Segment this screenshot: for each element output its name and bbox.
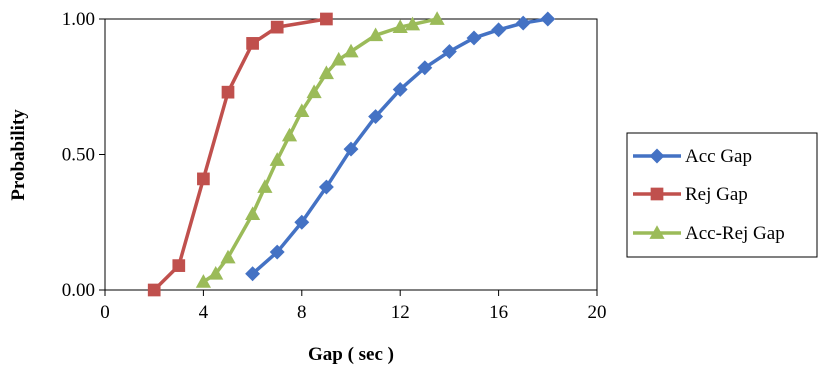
data-point (417, 60, 433, 76)
data-point (172, 259, 186, 272)
x-tick-label: 8 (297, 302, 307, 323)
data-point (392, 19, 408, 34)
x-tick-label: 0 (100, 302, 110, 323)
series-acc-rej-gap (195, 11, 445, 288)
data-point (320, 12, 333, 26)
data-point (318, 179, 334, 195)
data-point (197, 172, 210, 186)
data-point (429, 11, 445, 25)
y-tick-label: 0.00 (62, 280, 95, 301)
legend-label: Acc Gap (685, 146, 752, 167)
data-point (540, 11, 556, 27)
data-point (195, 274, 211, 288)
data-point (269, 244, 285, 260)
data-point (441, 44, 457, 59)
data-point (515, 15, 531, 31)
x-tick-label: 16 (489, 302, 508, 323)
data-point (220, 249, 236, 264)
data-point (294, 214, 310, 230)
data-point (466, 30, 482, 46)
legend-item: Acc-Rej Gap (633, 223, 785, 244)
data-point (246, 37, 259, 50)
legend-marker (649, 225, 665, 239)
axis-ticks: 0 4 8 12 16 20 0.00 0.50 1.00 (62, 9, 607, 323)
legend-label: Acc-Rej Gap (685, 223, 785, 244)
y-tick-label: 0.50 (62, 145, 95, 166)
x-tick-label: 12 (391, 302, 410, 323)
x-tick-label: 4 (199, 302, 209, 323)
data-point (257, 179, 273, 193)
data-point (245, 266, 261, 282)
series-line (152, 17, 327, 292)
data-point (331, 51, 347, 66)
series-acc-gap (245, 11, 556, 282)
series-rej-gap (147, 12, 333, 297)
data-point (147, 283, 161, 297)
x-axis-title: Gap ( sec ) (308, 344, 394, 365)
data-point (343, 43, 359, 58)
y-tick-label: 1.00 (62, 9, 95, 30)
legend-item: Acc Gap (633, 146, 752, 167)
data-point (368, 109, 384, 125)
data-point (368, 27, 384, 42)
data-point (306, 84, 322, 99)
data-point (404, 16, 421, 31)
data-point (491, 22, 507, 38)
series-line (202, 17, 438, 284)
x-tick-label: 20 (588, 302, 607, 323)
legend: Acc Gap Rej Gap Acc-Rej Gap (626, 132, 818, 258)
data-point (221, 85, 235, 99)
data-point (392, 82, 408, 97)
legend-item: Rej Gap (633, 184, 748, 205)
legend-marker (649, 148, 665, 164)
series-layer (147, 11, 556, 297)
data-point (294, 103, 310, 118)
data-point (343, 141, 359, 157)
data-point (245, 206, 261, 221)
y-axis-title: Probability (8, 109, 29, 201)
legend-marker (650, 187, 664, 201)
data-point (208, 265, 224, 280)
data-point (269, 152, 285, 166)
data-point (281, 127, 298, 142)
legend-label: Rej Gap (685, 184, 748, 205)
data-point (270, 20, 284, 34)
data-point (318, 65, 334, 80)
series-line (251, 17, 549, 276)
